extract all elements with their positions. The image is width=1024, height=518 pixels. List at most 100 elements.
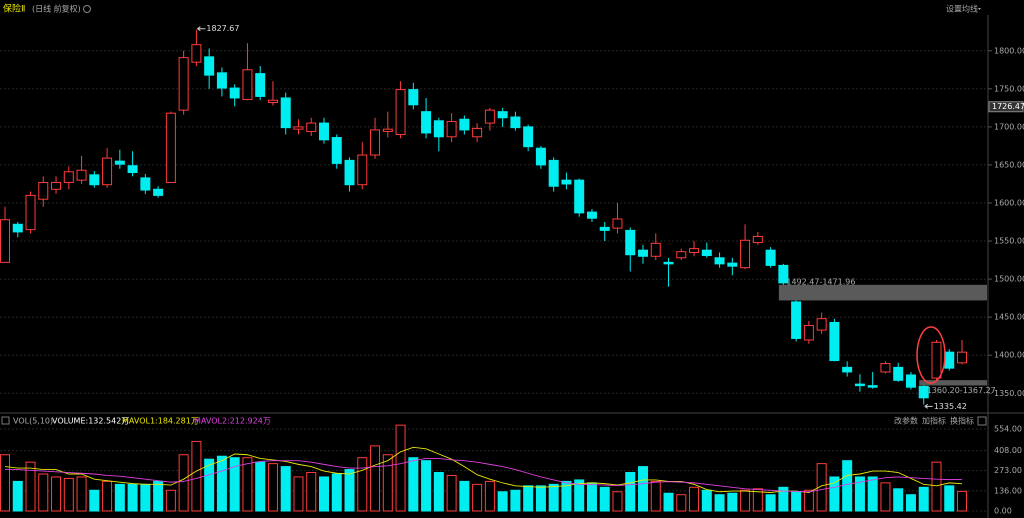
ma-line xyxy=(5,458,963,493)
volume-bar xyxy=(740,489,751,512)
volume-bar xyxy=(216,455,227,512)
volume-bar xyxy=(803,489,814,512)
volume-bar xyxy=(574,479,585,512)
toolbar-button[interactable]: 改参数 xyxy=(894,416,918,426)
candle-body xyxy=(548,159,559,187)
volume-bar xyxy=(459,480,470,512)
menu-caret xyxy=(978,8,981,10)
volume-bar xyxy=(204,458,215,512)
volume-bar xyxy=(472,483,483,512)
candle-body xyxy=(191,44,202,63)
volume-bar xyxy=(191,440,202,512)
candle-body xyxy=(765,249,776,266)
candle-body xyxy=(842,366,853,373)
candle-body xyxy=(89,174,100,186)
volume-bar xyxy=(165,489,176,512)
volume-bar xyxy=(102,480,113,512)
y-tick-label: 554.00 xyxy=(994,424,1022,433)
candle-body xyxy=(127,165,138,174)
close-icon[interactable] xyxy=(977,416,987,426)
volume-bar xyxy=(51,476,62,512)
volume-bar xyxy=(242,457,253,512)
candle-body xyxy=(854,383,865,387)
candle-body xyxy=(689,248,700,253)
volume-bar xyxy=(599,486,610,512)
volume-bar xyxy=(510,489,521,512)
volume-bar xyxy=(778,486,789,512)
candle-body xyxy=(255,73,266,97)
volume-bar xyxy=(76,476,87,512)
volume-bar xyxy=(650,480,661,512)
candle-body xyxy=(344,159,355,186)
subtitle: (日线 前复权) xyxy=(32,4,81,14)
y-tick-label: 1650.00 xyxy=(994,160,1024,169)
volume-bar xyxy=(433,472,444,512)
volume-bar xyxy=(905,494,916,512)
candle-body xyxy=(51,181,62,190)
y-tick-label: 1500.00 xyxy=(994,275,1024,284)
volume-bar xyxy=(267,463,278,512)
candle-body xyxy=(727,262,738,267)
volume-bar xyxy=(918,486,929,512)
candle-body xyxy=(497,111,508,119)
candle-body xyxy=(421,111,432,134)
y-tick-label: 0.00 xyxy=(994,507,1012,516)
volume-label: VOLUME:132.542万 xyxy=(52,417,129,426)
candle-body xyxy=(408,89,419,106)
gap-label: 1360.20-1367.27 xyxy=(927,386,996,395)
volume-bar xyxy=(0,454,10,512)
volume-bar xyxy=(612,491,623,512)
volume-bar xyxy=(140,483,151,512)
menu[interactable]: 设置均线 xyxy=(946,4,978,14)
candle-body xyxy=(293,126,304,130)
candle-body xyxy=(114,160,125,165)
volume-bar xyxy=(408,457,419,512)
volume-bar xyxy=(625,472,636,512)
volume-bar xyxy=(867,476,878,512)
candle-body xyxy=(280,97,291,129)
candle-body xyxy=(740,239,751,269)
candle-body xyxy=(510,116,521,129)
candle-body xyxy=(663,261,674,265)
candle-body xyxy=(752,235,763,244)
extreme-label: 1335.42 xyxy=(934,402,967,411)
volume-bar xyxy=(319,476,329,512)
toolbar-button[interactable]: 换指标 xyxy=(950,416,974,426)
candle-body xyxy=(586,211,597,219)
candle-body xyxy=(676,251,687,259)
toolbar-button[interactable]: 加指标 xyxy=(922,416,946,426)
gap-band xyxy=(919,380,987,386)
volume-bar xyxy=(689,486,700,512)
volume-bar xyxy=(752,488,763,512)
gap-label: 1492.47-1471.96 xyxy=(786,277,855,286)
volume-bar xyxy=(293,476,304,512)
candle-body xyxy=(829,321,840,362)
volume-bar xyxy=(306,472,317,512)
volume-bar xyxy=(561,480,572,512)
help-icon[interactable] xyxy=(1,416,10,425)
volume-bar xyxy=(63,477,74,512)
y-tick-label: 136.00 xyxy=(994,486,1022,495)
volume-bar xyxy=(395,424,406,512)
volume-bar xyxy=(676,494,687,512)
volume-bar xyxy=(229,457,240,512)
volume-bar xyxy=(548,483,559,512)
candle-body xyxy=(140,177,151,191)
volume-bar xyxy=(12,480,23,512)
candle-body xyxy=(102,157,113,186)
extreme-pointer xyxy=(924,403,933,409)
settings-icon[interactable] xyxy=(83,5,91,13)
volume-bar xyxy=(638,466,648,512)
volume-bar xyxy=(280,466,291,512)
extreme-pointer xyxy=(197,26,206,32)
candle-body xyxy=(395,89,406,135)
volume-bar xyxy=(484,480,495,512)
candle-body xyxy=(574,179,585,214)
volume-bar xyxy=(38,473,49,512)
candle-body xyxy=(957,351,967,364)
candle-body xyxy=(242,69,253,100)
gap-band xyxy=(778,284,987,301)
title: 保险Ⅱ xyxy=(3,3,25,15)
candle-body xyxy=(306,122,317,132)
